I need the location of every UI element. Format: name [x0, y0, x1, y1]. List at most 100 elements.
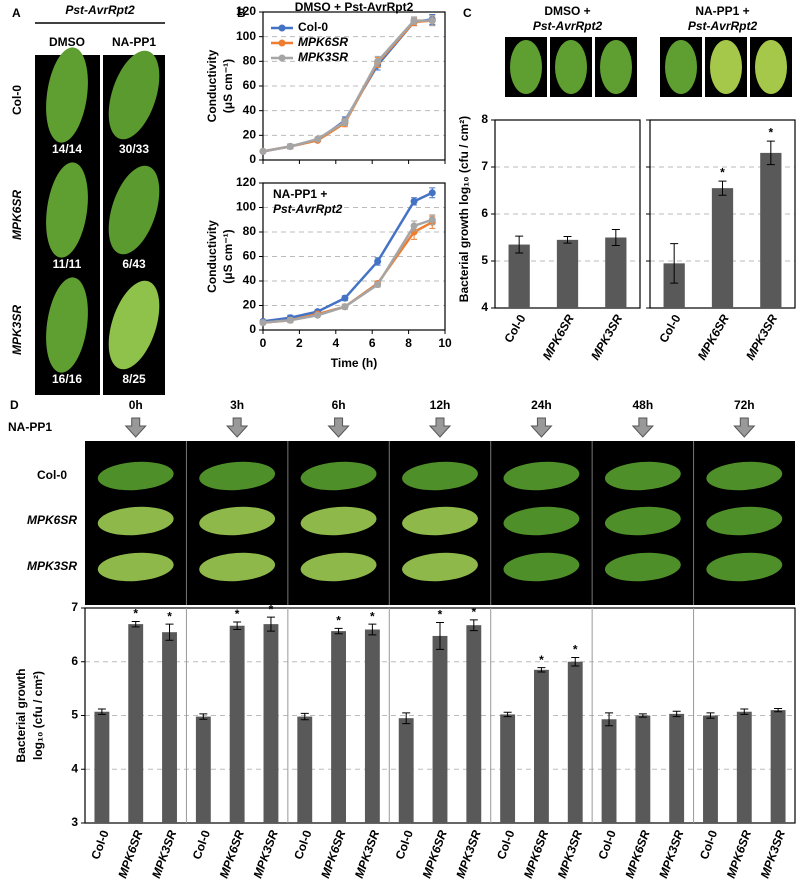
row-label: Col-0: [10, 85, 24, 115]
x-tick-label: 2: [296, 336, 303, 350]
legend-swatch: [278, 39, 286, 47]
x-tick-label: Col-0: [190, 828, 214, 861]
leaf-photo: [300, 552, 377, 582]
y-tick-label: 0: [249, 152, 256, 166]
y-tick-label: 5: [481, 253, 488, 267]
bar: [263, 624, 279, 823]
bar: [508, 244, 530, 308]
data-point: [259, 319, 267, 327]
significance-mark: *: [370, 609, 375, 623]
error-bar: [300, 712, 309, 721]
bar: [663, 263, 685, 308]
y-tick-label: 120: [236, 175, 256, 189]
bar: [601, 719, 617, 823]
leaf-count: 14/14: [52, 142, 82, 156]
leaf-photo: [706, 506, 783, 536]
legend-label: Col-0: [298, 20, 328, 34]
data-point: [259, 147, 267, 155]
bar: [669, 713, 685, 823]
time-label: 0h: [129, 398, 143, 412]
leaf-photo: [604, 461, 681, 491]
leaf-photo: [199, 552, 276, 582]
x-tick-label: 8: [405, 336, 412, 350]
y-tick-label: 60: [243, 78, 257, 92]
bar: [94, 711, 110, 823]
error-bar: [672, 710, 681, 718]
y-tick-label: 4: [481, 300, 488, 314]
x-tick-label: MPK3SR: [743, 312, 780, 363]
time-label: 3h: [230, 398, 244, 412]
row-label: MPK6SR: [27, 513, 77, 527]
plot-frame: [262, 182, 446, 331]
data-point: [410, 197, 418, 205]
y-tick-label: 60: [243, 249, 257, 263]
y-tick-label: 20: [243, 128, 257, 142]
y-axis-label: Conductivity: [205, 220, 219, 293]
data-point: [341, 303, 349, 311]
time-label: 12h: [430, 398, 451, 412]
bar: [128, 624, 144, 823]
bar: [229, 625, 245, 823]
y-tick-label: 80: [243, 54, 257, 68]
leaf-photo: [503, 552, 580, 582]
data-point: [286, 316, 294, 324]
x-tick-label: MPK6SR: [622, 828, 652, 880]
significance-mark: *: [573, 643, 578, 657]
leaf-photo: [300, 506, 377, 536]
x-tick-label: 6: [369, 336, 376, 350]
x-tick-label: MPK6SR: [318, 828, 348, 880]
arrow: [428, 417, 452, 438]
leaf-photo: [97, 552, 174, 582]
x-tick-label: MPK3SR: [555, 828, 585, 880]
x-tick-label: MPK3SR: [352, 828, 382, 880]
y-axis-label: (μS cm⁻¹): [221, 229, 235, 283]
leaf-count: 30/33: [119, 142, 149, 156]
y-tick-label: 100: [236, 29, 256, 43]
x-axis-label: Time (h): [331, 356, 377, 370]
x-tick-label: MPK6SR: [217, 828, 247, 880]
error-bar: [97, 708, 106, 715]
significance-mark: *: [269, 602, 274, 616]
data-point: [314, 135, 322, 143]
error-bar: [368, 623, 377, 636]
leaf-photo: [108, 165, 160, 255]
x-tick-label: MPK6SR: [724, 828, 754, 880]
bar: [432, 635, 448, 823]
y-tick-label: 40: [243, 273, 257, 287]
leaf-photo: [604, 552, 681, 582]
data-point: [374, 257, 382, 265]
y-axis-label: Bacterial growth log₁₀ (cfu / cm²): [457, 116, 471, 302]
x-tick-label: MPK6SR: [521, 828, 551, 880]
x-tick-label: 4: [332, 336, 339, 350]
leaf-photo: [199, 506, 276, 536]
y-tick-label: 6: [71, 654, 78, 668]
data-point: [341, 294, 349, 302]
y-tick-label: 5: [71, 708, 78, 722]
x-tick-label: MPK3SR: [758, 828, 788, 880]
x-tick-label: MPK3SR: [149, 828, 179, 880]
y-tick-label: 100: [236, 200, 256, 214]
x-tick-label: Col-0: [656, 312, 683, 345]
panel-label: C: [463, 6, 472, 20]
leaf-photo: [108, 50, 160, 140]
leaf-photo: [503, 461, 580, 491]
leaf-photo: [600, 40, 632, 94]
error-bar: [718, 180, 727, 196]
x-tick-label: MPK6SR: [420, 828, 450, 880]
bar: [736, 711, 752, 823]
data-point: [410, 17, 418, 25]
leaf-photo: [710, 40, 742, 94]
data-point: [314, 311, 322, 319]
error-bar: [199, 713, 208, 720]
x-tick-label: MPK6SR: [115, 828, 145, 880]
bar: [635, 715, 651, 823]
x-tick-label: 10: [438, 336, 452, 350]
chart-title: Pst-AvrRpt2: [533, 19, 603, 33]
bar: [195, 716, 211, 823]
y-tick-label: 40: [243, 103, 257, 117]
data-point: [374, 57, 382, 65]
x-tick-label: Col-0: [697, 828, 721, 861]
leaf-photo: [199, 461, 276, 491]
treatment-label: NA-PP1: [8, 420, 52, 434]
arrow: [631, 417, 654, 438]
